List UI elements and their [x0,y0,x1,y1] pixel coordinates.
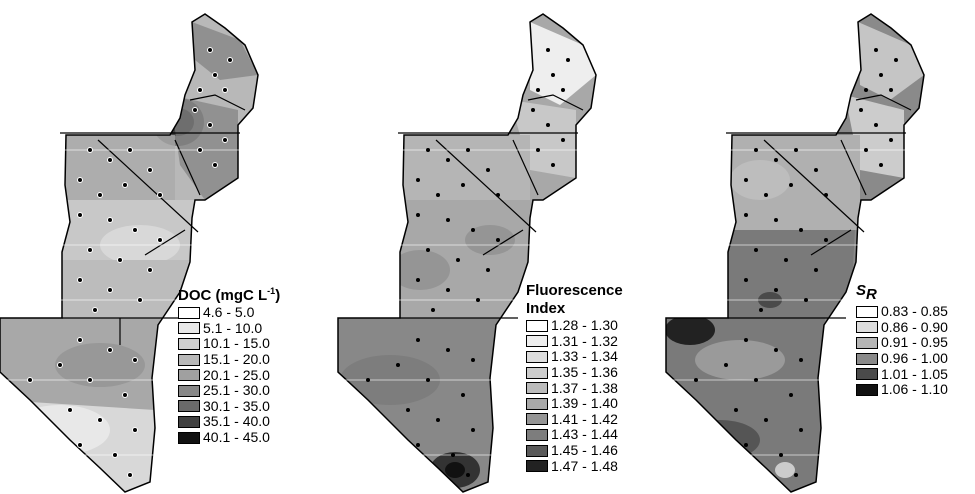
legend-label: 20.1 - 25.0 [203,366,270,383]
legend-item: 5.1 - 10.0 [178,319,280,337]
doc-legend-items: 4.6 - 5.0 5.1 - 10.0 10.1 - 15.0 15.1 - 20.… [178,305,280,445]
legend-swatch [526,382,548,395]
legend-swatch [178,400,200,413]
legend-swatch [526,319,548,332]
legend-label: 0.96 - 1.00 [881,350,948,367]
legend-item: 1.45 - 1.46 [526,443,623,459]
legend-item: 1.43 - 1.44 [526,427,623,443]
sr-map-panel: SR 0.83 - 0.85 0.86 - 0.90 0.91 - 0.95 0.96… [660,0,975,494]
legend-swatch [526,460,548,473]
legend-item: 1.06 - 1.10 [856,382,948,398]
legend-swatch [526,335,548,348]
legend-item: 0.96 - 1.00 [856,351,948,367]
legend-label: 0.86 - 0.90 [881,318,948,335]
legend-item: 1.41 - 1.42 [526,410,623,428]
legend-label: 1.28 - 1.30 [551,317,618,334]
legend-item: 0.83 - 0.85 [856,304,948,320]
legend-swatch [178,322,200,335]
fluorescence-legend-title-line1: Fluorescence [526,282,623,299]
legend-label: 25.1 - 30.0 [203,382,270,399]
legend-label: 10.1 - 15.0 [203,335,270,352]
legend-item: 40.1 - 45.0 [178,430,280,446]
legend-item: 1.33 - 1.34 [526,349,623,365]
legend-item: 1.28 - 1.30 [526,318,623,334]
legend-swatch [178,337,200,350]
legend-item: 1.39 - 1.40 [526,396,623,412]
sr-map [660,13,928,493]
legend-label: 0.83 - 0.85 [881,303,948,320]
doc-map [0,13,260,493]
legend-swatch [856,368,878,381]
doc-legend: DOC (mgC L-1) 4.6 - 5.0 5.1 - 10.0 10.1 - … [178,282,280,445]
legend-swatch [526,444,548,457]
legend-label: 0.91 - 0.95 [881,334,948,351]
legend-swatch [526,428,548,441]
legend-label: 40.1 - 45.0 [203,429,270,446]
legend-label: 4.6 - 5.0 [203,304,255,321]
legend-swatch [526,397,548,410]
legend-item: 1.31 - 1.32 [526,332,623,350]
sr-legend: SR 0.83 - 0.85 0.86 - 0.90 0.91 - 0.95 0.96… [856,282,948,398]
legend-label: 1.31 - 1.32 [551,332,618,349]
legend-item: 1.47 - 1.48 [526,458,623,474]
legend-label: 1.37 - 1.38 [551,379,618,396]
fluorescence-legend-title-line2: Index [526,300,566,317]
legend-item: 15.1 - 20.0 [178,352,280,368]
legend-swatch [526,366,548,379]
legend-swatch [178,415,200,428]
legend-swatch [856,336,878,349]
sr-legend-items: 0.83 - 0.85 0.86 - 0.90 0.91 - 0.95 0.96 - … [856,304,948,398]
legend-swatch [178,306,200,319]
legend-label: 1.39 - 1.40 [551,395,618,412]
legend-label: 1.41 - 1.42 [551,410,618,427]
legend-label: 1.01 - 1.05 [881,365,948,382]
legend-item: 20.1 - 25.0 [178,367,280,383]
legend-item: 1.35 - 1.36 [526,365,623,381]
doc-legend-title: DOC (mgC L-1) [178,286,281,304]
legend-item: 35.1 - 40.0 [178,414,280,430]
legend-item: 30.1 - 35.0 [178,397,280,415]
legend-label: 1.47 - 1.48 [551,457,618,474]
legend-label: 1.43 - 1.44 [551,426,618,443]
legend-swatch [526,350,548,363]
legend-label: 1.06 - 1.10 [881,381,948,398]
legend-label: 1.35 - 1.36 [551,364,618,381]
legend-swatch [856,321,878,334]
legend-swatch [178,431,200,444]
legend-label: 1.45 - 1.46 [551,442,618,459]
fluorescence-legend-items: 1.28 - 1.30 1.31 - 1.32 1.33 - 1.34 1.35 - … [526,318,623,474]
legend-swatch [178,384,200,397]
doc-map-panel: DOC (mgC L-1) 4.6 - 5.0 5.1 - 10.0 10.1 - … [0,0,330,494]
legend-item: 1.01 - 1.05 [856,366,948,382]
legend-item: 10.1 - 15.0 [178,336,280,352]
fluorescence-legend: Fluorescence Index 1.28 - 1.30 1.31 - 1.3… [526,282,623,474]
legend-swatch [178,353,200,366]
legend-swatch [526,413,548,426]
sr-legend-title: SR [856,282,877,303]
legend-label: 15.1 - 20.0 [203,351,270,368]
legend-item: 1.37 - 1.38 [526,380,623,396]
legend-item: 0.86 - 0.90 [856,318,948,336]
legend-swatch [178,369,200,382]
legend-swatch [856,383,878,396]
legend-label: 35.1 - 40.0 [203,413,270,430]
legend-item: 4.6 - 5.0 [178,305,280,321]
fluorescence-map-panel: Fluorescence Index 1.28 - 1.30 1.31 - 1.3… [330,0,660,494]
legend-item: 0.91 - 0.95 [856,335,948,351]
legend-label: 1.33 - 1.34 [551,348,618,365]
legend-item: 25.1 - 30.0 [178,383,280,399]
legend-swatch [856,305,878,318]
legend-swatch [856,352,878,365]
legend-label: 30.1 - 35.0 [203,397,270,414]
legend-label: 5.1 - 10.0 [203,319,263,336]
fluorescence-map [330,13,600,493]
